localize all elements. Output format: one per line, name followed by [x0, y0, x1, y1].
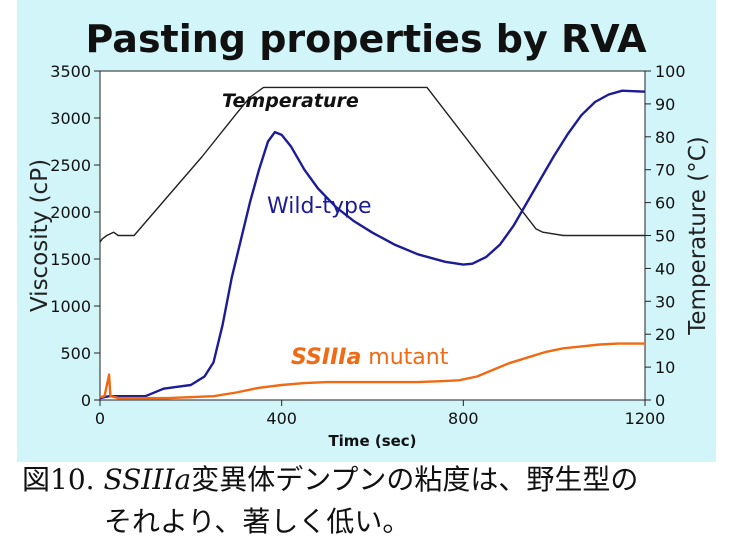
y-tick-label: 2000 — [50, 203, 91, 222]
caption-gene-name: SSIIIa — [103, 463, 192, 496]
caption-text: 変異体デンプンの粘度は、野生型の — [191, 463, 639, 496]
rva-chart: Pasting properties by RVA050010001500200… — [27, 17, 711, 450]
y2-tick-label: 0 — [655, 391, 665, 410]
y-tick-label: 0 — [81, 391, 91, 410]
chart-panel: Pasting properties by RVA 0 500 1000 1500 200… — [17, 0, 716, 462]
y-tick-label: 2500 — [50, 156, 91, 175]
annotation-mutant: SSIIIa mutant — [291, 345, 449, 370]
y-axis-label: Viscosity (cP) — [27, 159, 53, 312]
y2-tick-label: 30 — [655, 292, 675, 311]
caption-prefix: 図10. — [22, 463, 104, 496]
y2-tick-label: 60 — [655, 194, 675, 213]
y-tick-label: 1500 — [50, 250, 91, 269]
chart-title: Pasting properties by RVA — [85, 17, 647, 61]
y2-tick-label: 20 — [655, 325, 675, 344]
figure-caption-line-1: 図10. SSIIIa変異体デンプンの粘度は、野生型の — [22, 466, 638, 494]
series-line-wild-type — [99, 89, 646, 400]
x-axis-label: Time (sec) — [328, 432, 416, 450]
y2-axis-label: Temperature (°C) — [685, 136, 711, 336]
x-tick-label: 800 — [448, 409, 479, 428]
y2-tick-label: 90 — [655, 95, 675, 114]
y2-tick-label: 70 — [655, 161, 675, 180]
x-tick-label: 400 — [266, 409, 297, 428]
annotation-mutant-gene: SSIIIa — [291, 345, 361, 370]
y-tick-label: 3500 — [50, 62, 91, 81]
y2-tick-label: 80 — [655, 128, 675, 147]
y-tick-label: 500 — [60, 344, 91, 363]
y-tick-label: 3000 — [50, 109, 91, 128]
figure-caption-line-2: それより、著しく低い。 — [104, 505, 411, 538]
series-line-ssiiia-mutant — [99, 342, 645, 400]
y-tick-label: 1000 — [50, 297, 91, 316]
y2-tick-label: 10 — [655, 358, 675, 377]
annotation-mutant-label: mutant — [361, 345, 448, 370]
x-tick-label: 0 — [95, 409, 105, 428]
plot-area — [99, 70, 646, 401]
annotation-wild-type: Wild-type — [267, 194, 372, 219]
y2-tick-label: 100 — [655, 62, 686, 81]
y2-tick-label: 40 — [655, 259, 675, 278]
annotation-temperature: Temperature — [222, 90, 359, 112]
x-tick-label: 1200 — [625, 409, 666, 428]
series-line-temperature — [99, 86, 645, 243]
y2-tick-label: 50 — [655, 227, 675, 246]
